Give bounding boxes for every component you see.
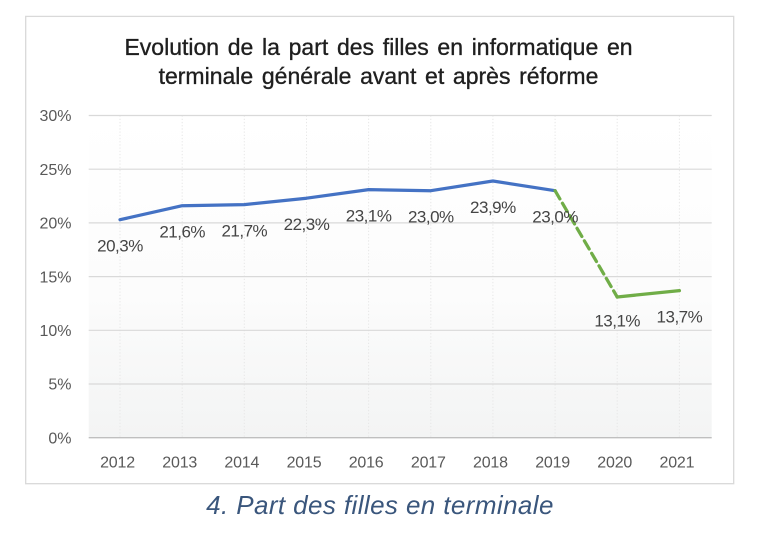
svg-text:23,9%: 23,9% — [470, 198, 516, 217]
svg-text:2012: 2012 — [100, 454, 135, 471]
svg-text:30%: 30% — [39, 108, 71, 125]
svg-text:10%: 10% — [39, 323, 71, 340]
svg-text:20%: 20% — [39, 216, 71, 233]
svg-text:25%: 25% — [39, 162, 71, 179]
svg-text:2018: 2018 — [473, 454, 508, 471]
svg-text:23,1%: 23,1% — [346, 207, 392, 226]
svg-text:2016: 2016 — [349, 454, 384, 471]
svg-text:0%: 0% — [48, 430, 71, 447]
svg-text:Evolution de la part des fille: Evolution de la part des filles en infor… — [124, 34, 632, 60]
svg-text:4. Part des filles en terminal: 4. Part des filles en terminale — [206, 490, 554, 520]
svg-text:terminale générale avant et ap: terminale générale avant et après réform… — [159, 63, 599, 89]
svg-text:23,0%: 23,0% — [408, 208, 454, 227]
svg-text:13,7%: 13,7% — [657, 308, 703, 327]
svg-text:13,1%: 13,1% — [594, 312, 640, 331]
svg-text:2013: 2013 — [162, 454, 197, 471]
svg-text:15%: 15% — [39, 269, 71, 286]
svg-text:20,3%: 20,3% — [97, 237, 143, 256]
svg-text:21,6%: 21,6% — [159, 223, 205, 242]
svg-text:2021: 2021 — [660, 454, 695, 471]
svg-text:2020: 2020 — [597, 454, 632, 471]
svg-text:2014: 2014 — [224, 454, 259, 471]
svg-text:2015: 2015 — [287, 454, 322, 471]
svg-text:21,7%: 21,7% — [221, 222, 267, 241]
svg-text:5%: 5% — [48, 377, 71, 394]
svg-text:23,0%: 23,0% — [532, 208, 578, 227]
svg-text:2017: 2017 — [411, 454, 446, 471]
svg-text:2019: 2019 — [535, 454, 570, 471]
svg-text:22,3%: 22,3% — [284, 215, 330, 234]
